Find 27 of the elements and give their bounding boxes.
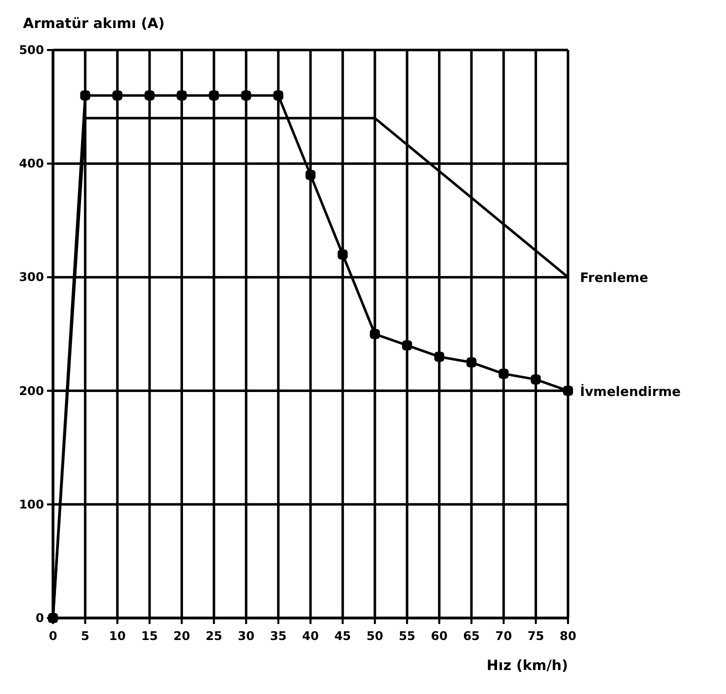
x-tick-label: 35 xyxy=(270,629,287,643)
x-tick-label: 25 xyxy=(206,629,222,643)
x-tick-label: 30 xyxy=(238,629,254,643)
x-tick-label: 80 xyxy=(560,629,576,643)
y-tick-label: 400 xyxy=(18,156,44,171)
x-tick-label: 75 xyxy=(527,629,544,643)
x-tick-label: 60 xyxy=(430,629,448,643)
x-tick-label: 40 xyxy=(302,629,319,643)
x-tick-label: 55 xyxy=(398,629,416,643)
y-tick-label: 100 xyxy=(18,497,44,512)
series-label: İvmelendirme xyxy=(580,382,681,400)
x-tick-label: 5 xyxy=(81,629,90,643)
x-tick-label: 70 xyxy=(495,629,512,643)
y-tick-label: 500 xyxy=(18,43,44,57)
y-tick-label: 300 xyxy=(18,270,44,284)
y-tick-label: 0 xyxy=(36,611,44,625)
series-label: Frenleme xyxy=(580,271,648,286)
y-axis-title: Armatür akımı (A) xyxy=(23,16,165,32)
x-tick-label: 65 xyxy=(463,629,480,643)
y-tick-label: 200 xyxy=(18,384,44,398)
x-tick-label: 45 xyxy=(334,629,352,643)
x-tick-label: 15 xyxy=(141,629,158,643)
x-tick-label: 10 xyxy=(109,629,126,643)
x-tick-label: 0 xyxy=(48,629,58,643)
x-tick-label: 50 xyxy=(366,629,384,643)
x-axis-title: Hız (km/h) xyxy=(486,658,568,674)
x-tick-label: 20 xyxy=(173,629,190,643)
